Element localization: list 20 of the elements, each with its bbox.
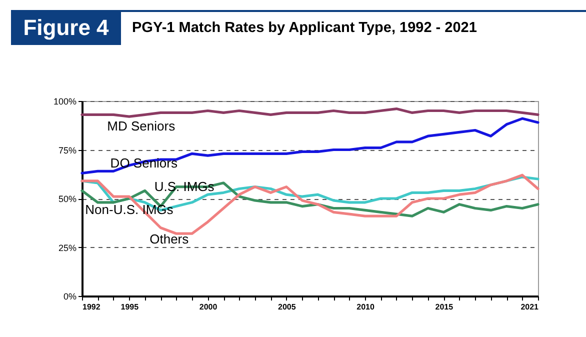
y-tick-label: 50% bbox=[58, 194, 76, 204]
line-series bbox=[80, 108, 540, 118]
line-series bbox=[80, 182, 540, 218]
x-tick-label: 1992 bbox=[82, 302, 101, 312]
y-tick-label: 25% bbox=[58, 242, 76, 253]
chart-title: Figure 4 bbox=[11, 11, 121, 45]
y-tick-label: 0% bbox=[63, 292, 76, 302]
chart-subtitle: PGY-1 Match Rates by Applicant Type, 1992 - 2021 bbox=[132, 19, 477, 38]
y-tick-label: 75% bbox=[58, 145, 76, 156]
x-tick-label: 2005 bbox=[278, 302, 296, 312]
x-tick-label: 2000 bbox=[199, 302, 218, 312]
series-label: Others bbox=[150, 231, 190, 246]
x-tick-label: 2010 bbox=[356, 302, 375, 312]
series-label: MD Seniors bbox=[107, 118, 176, 134]
x-tick-label: 2021 bbox=[520, 302, 540, 312]
line-series bbox=[80, 174, 540, 235]
line-series bbox=[80, 117, 540, 174]
x-tick-label: 1995 bbox=[120, 302, 140, 312]
x-tick-label: 2015 bbox=[435, 302, 454, 312]
y-tick-label: 100% bbox=[53, 96, 76, 106]
